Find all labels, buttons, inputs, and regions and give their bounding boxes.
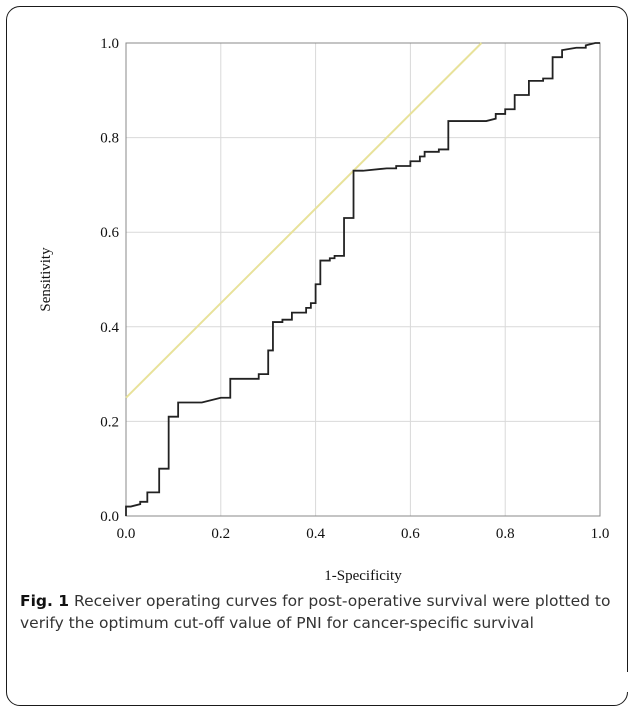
figure-caption-text: Receiver operating curves for post-opera… [20,592,611,632]
series-lines [125,42,600,516]
x-axis-title: 1-Specificity [324,568,402,584]
y-tick-label: 1.0 [100,36,119,52]
roc-curve-line [125,42,600,516]
y-tick-label: 0.6 [100,225,119,241]
x-tick-label: 0.2 [211,526,230,542]
x-tick-label: 0.4 [306,526,325,542]
x-tick-label: 0.8 [496,526,515,542]
roc-chart: 0.0 0.2 0.4 0.6 0.8 1.0 0.0 0.2 0.4 0.6 0.8 1.0 1-S… [38,36,609,584]
x-tick-label: 0.0 [117,526,136,542]
y-tick-label: 0.8 [100,131,119,147]
reference-line [125,42,483,399]
y-tick-label: 0.4 [100,320,119,336]
figure-caption: Fig. 1 Receiver operating curves for pos… [20,590,620,634]
x-tick-label: 0.6 [401,526,420,542]
y-tick-label: 0.2 [100,414,119,430]
y-axis-title: Sensitivity [38,247,54,312]
grid-lines [126,43,600,516]
plot-area-border [125,42,601,517]
x-tick-label: 1.0 [591,526,610,542]
y-tick-label: 0.0 [100,509,119,525]
figure-label: Fig. 1 [20,592,70,610]
axis-ticks: 0.0 0.2 0.4 0.6 0.8 1.0 0.0 0.2 0.4 0.6 0.8 1.0 [100,36,609,542]
